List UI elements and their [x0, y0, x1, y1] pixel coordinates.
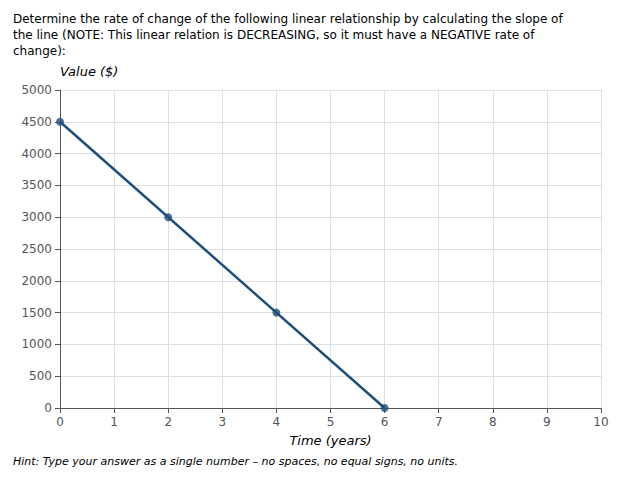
svg-text:Hint: Type your answer as a si: Hint: Type your answer as a single numbe…: [13, 455, 458, 468]
svg-text:1000: 1000: [21, 337, 52, 351]
svg-text:5000: 5000: [21, 83, 52, 97]
svg-text:Time (years): Time (years): [289, 433, 371, 448]
svg-text:500: 500: [29, 369, 52, 383]
svg-text:0: 0: [56, 415, 64, 429]
svg-text:the line (NOTE: This linear re: the line (NOTE: This linear relation is …: [13, 28, 535, 42]
svg-text:3: 3: [218, 415, 226, 429]
svg-text:change):: change):: [13, 44, 66, 58]
svg-text:3500: 3500: [21, 178, 52, 192]
svg-text:9: 9: [543, 415, 551, 429]
svg-text:1: 1: [110, 415, 118, 429]
svg-text:10: 10: [593, 415, 608, 429]
svg-text:2500: 2500: [21, 242, 52, 256]
svg-text:2000: 2000: [21, 274, 52, 288]
svg-text:3000: 3000: [21, 210, 52, 224]
svg-text:5: 5: [327, 415, 335, 429]
svg-text:6: 6: [381, 415, 389, 429]
svg-text:1500: 1500: [21, 306, 52, 320]
svg-text:8: 8: [489, 415, 497, 429]
svg-text:7: 7: [435, 415, 443, 429]
svg-text:Value ($): Value ($): [60, 64, 118, 79]
svg-text:2: 2: [164, 415, 172, 429]
svg-text:0: 0: [44, 401, 52, 415]
svg-text:4000: 4000: [21, 147, 52, 161]
svg-text:4: 4: [273, 415, 281, 429]
svg-text:Determine the rate of change o: Determine the rate of change of the foll…: [13, 12, 563, 26]
svg-text:4500: 4500: [21, 115, 52, 129]
